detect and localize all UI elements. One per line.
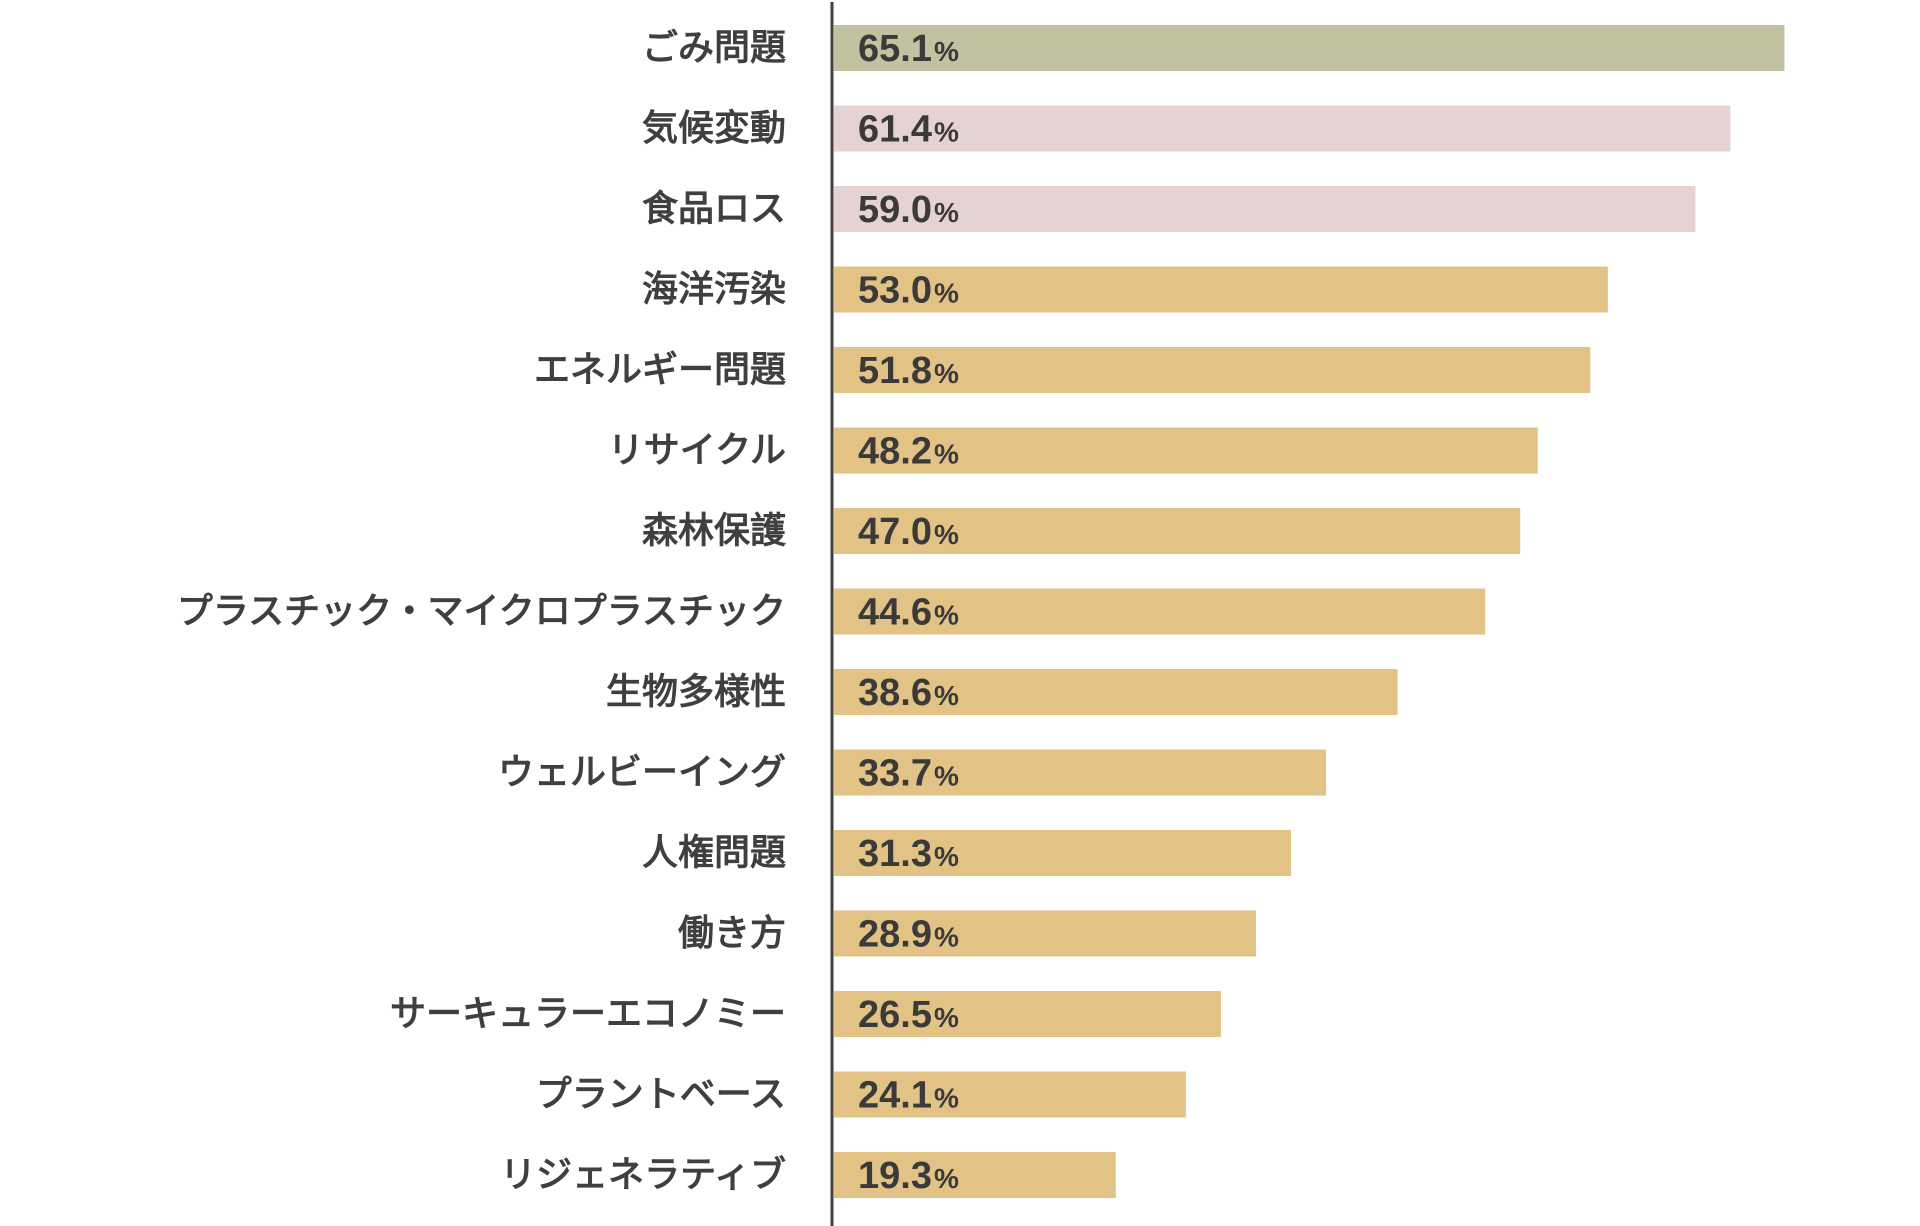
value-percent-sign: % bbox=[934, 36, 959, 67]
value-number: 53.0 bbox=[858, 270, 932, 312]
value-label: 28.9% bbox=[858, 914, 959, 956]
value-number: 48.2 bbox=[858, 431, 932, 473]
value-number: 19.3 bbox=[858, 1155, 932, 1197]
value-label: 26.5% bbox=[858, 994, 959, 1036]
value-label: 47.0% bbox=[858, 511, 959, 553]
value-label: 65.1% bbox=[858, 28, 959, 70]
value-label: 59.0% bbox=[858, 189, 959, 231]
bar bbox=[834, 427, 1538, 474]
category-label: 食品ロス bbox=[642, 189, 786, 230]
category-label: 働き方 bbox=[678, 913, 786, 954]
value-number: 24.1 bbox=[858, 1075, 932, 1117]
value-label: 38.6% bbox=[858, 672, 959, 714]
category-label: プラントベース bbox=[536, 1074, 786, 1115]
value-number: 61.4 bbox=[858, 109, 932, 151]
value-percent-sign: % bbox=[934, 680, 959, 711]
value-label: 61.4% bbox=[858, 109, 959, 151]
value-number: 59.0 bbox=[858, 189, 932, 231]
category-label: 生物多様性 bbox=[606, 672, 786, 713]
value-percent-sign: % bbox=[934, 922, 959, 953]
category-label: 人権問題 bbox=[642, 833, 786, 874]
bar bbox=[834, 186, 1696, 232]
value-percent-sign: % bbox=[934, 841, 959, 872]
bar bbox=[834, 749, 1327, 796]
value-number: 33.7 bbox=[858, 753, 932, 795]
value-label: 44.6% bbox=[858, 592, 959, 634]
category-label: ごみ問題 bbox=[642, 28, 786, 69]
value-number: 28.9 bbox=[858, 914, 932, 956]
bar bbox=[834, 669, 1398, 715]
value-number: 51.8 bbox=[858, 350, 932, 392]
category-label: 海洋汚染 bbox=[642, 269, 786, 310]
value-number: 38.6 bbox=[858, 672, 932, 714]
value-percent-sign: % bbox=[934, 358, 959, 389]
category-label: リサイクル bbox=[608, 430, 786, 471]
value-percent-sign: % bbox=[934, 600, 959, 631]
category-label: ウェルビーイング bbox=[498, 752, 786, 793]
category-label: リジェネラティブ bbox=[500, 1154, 786, 1196]
value-labels-group: 65.1%61.4%59.0%53.0%51.8%48.2%47.0%44.6%… bbox=[858, 28, 959, 1197]
value-percent-sign: % bbox=[934, 1002, 959, 1033]
value-label: 31.3% bbox=[858, 833, 959, 875]
category-label: サーキュラーエコノミー bbox=[390, 994, 786, 1035]
value-label: 51.8% bbox=[858, 350, 959, 392]
value-percent-sign: % bbox=[934, 519, 959, 550]
bars-group bbox=[834, 25, 1785, 1198]
bar bbox=[834, 588, 1486, 635]
bar bbox=[834, 910, 1256, 957]
bar bbox=[834, 1071, 1186, 1118]
bar bbox=[834, 347, 1591, 393]
value-percent-sign: % bbox=[934, 1163, 959, 1194]
value-number: 31.3 bbox=[858, 833, 932, 875]
bar bbox=[834, 1152, 1116, 1198]
category-label: エネルギー問題 bbox=[534, 350, 786, 391]
value-number: 26.5 bbox=[858, 994, 932, 1036]
value-percent-sign: % bbox=[934, 439, 959, 470]
bar bbox=[834, 991, 1221, 1037]
value-label: 48.2% bbox=[858, 431, 959, 473]
value-number: 44.6 bbox=[858, 592, 932, 634]
value-number: 65.1 bbox=[858, 28, 932, 70]
value-percent-sign: % bbox=[934, 278, 959, 309]
bar bbox=[834, 105, 1731, 152]
value-label: 19.3% bbox=[858, 1155, 959, 1197]
category-label: プラスチック・マイクロプラスチック bbox=[177, 591, 786, 632]
value-percent-sign: % bbox=[934, 1083, 959, 1114]
value-label: 24.1% bbox=[858, 1075, 959, 1117]
category-labels-group: ごみ問題気候変動食品ロス海洋汚染エネルギー問題リサイクル森林保護プラスチック・マ… bbox=[177, 28, 787, 1196]
value-percent-sign: % bbox=[934, 197, 959, 228]
category-label: 気候変動 bbox=[642, 107, 786, 149]
value-percent-sign: % bbox=[934, 117, 959, 148]
value-label: 53.0% bbox=[858, 270, 959, 312]
bar bbox=[834, 25, 1785, 71]
bar bbox=[834, 266, 1608, 313]
category-label: 森林保護 bbox=[642, 511, 787, 552]
value-label: 33.7% bbox=[858, 753, 959, 795]
value-percent-sign: % bbox=[934, 761, 959, 792]
value-number: 47.0 bbox=[858, 511, 932, 553]
bar bbox=[834, 508, 1521, 554]
bar bbox=[834, 830, 1291, 876]
